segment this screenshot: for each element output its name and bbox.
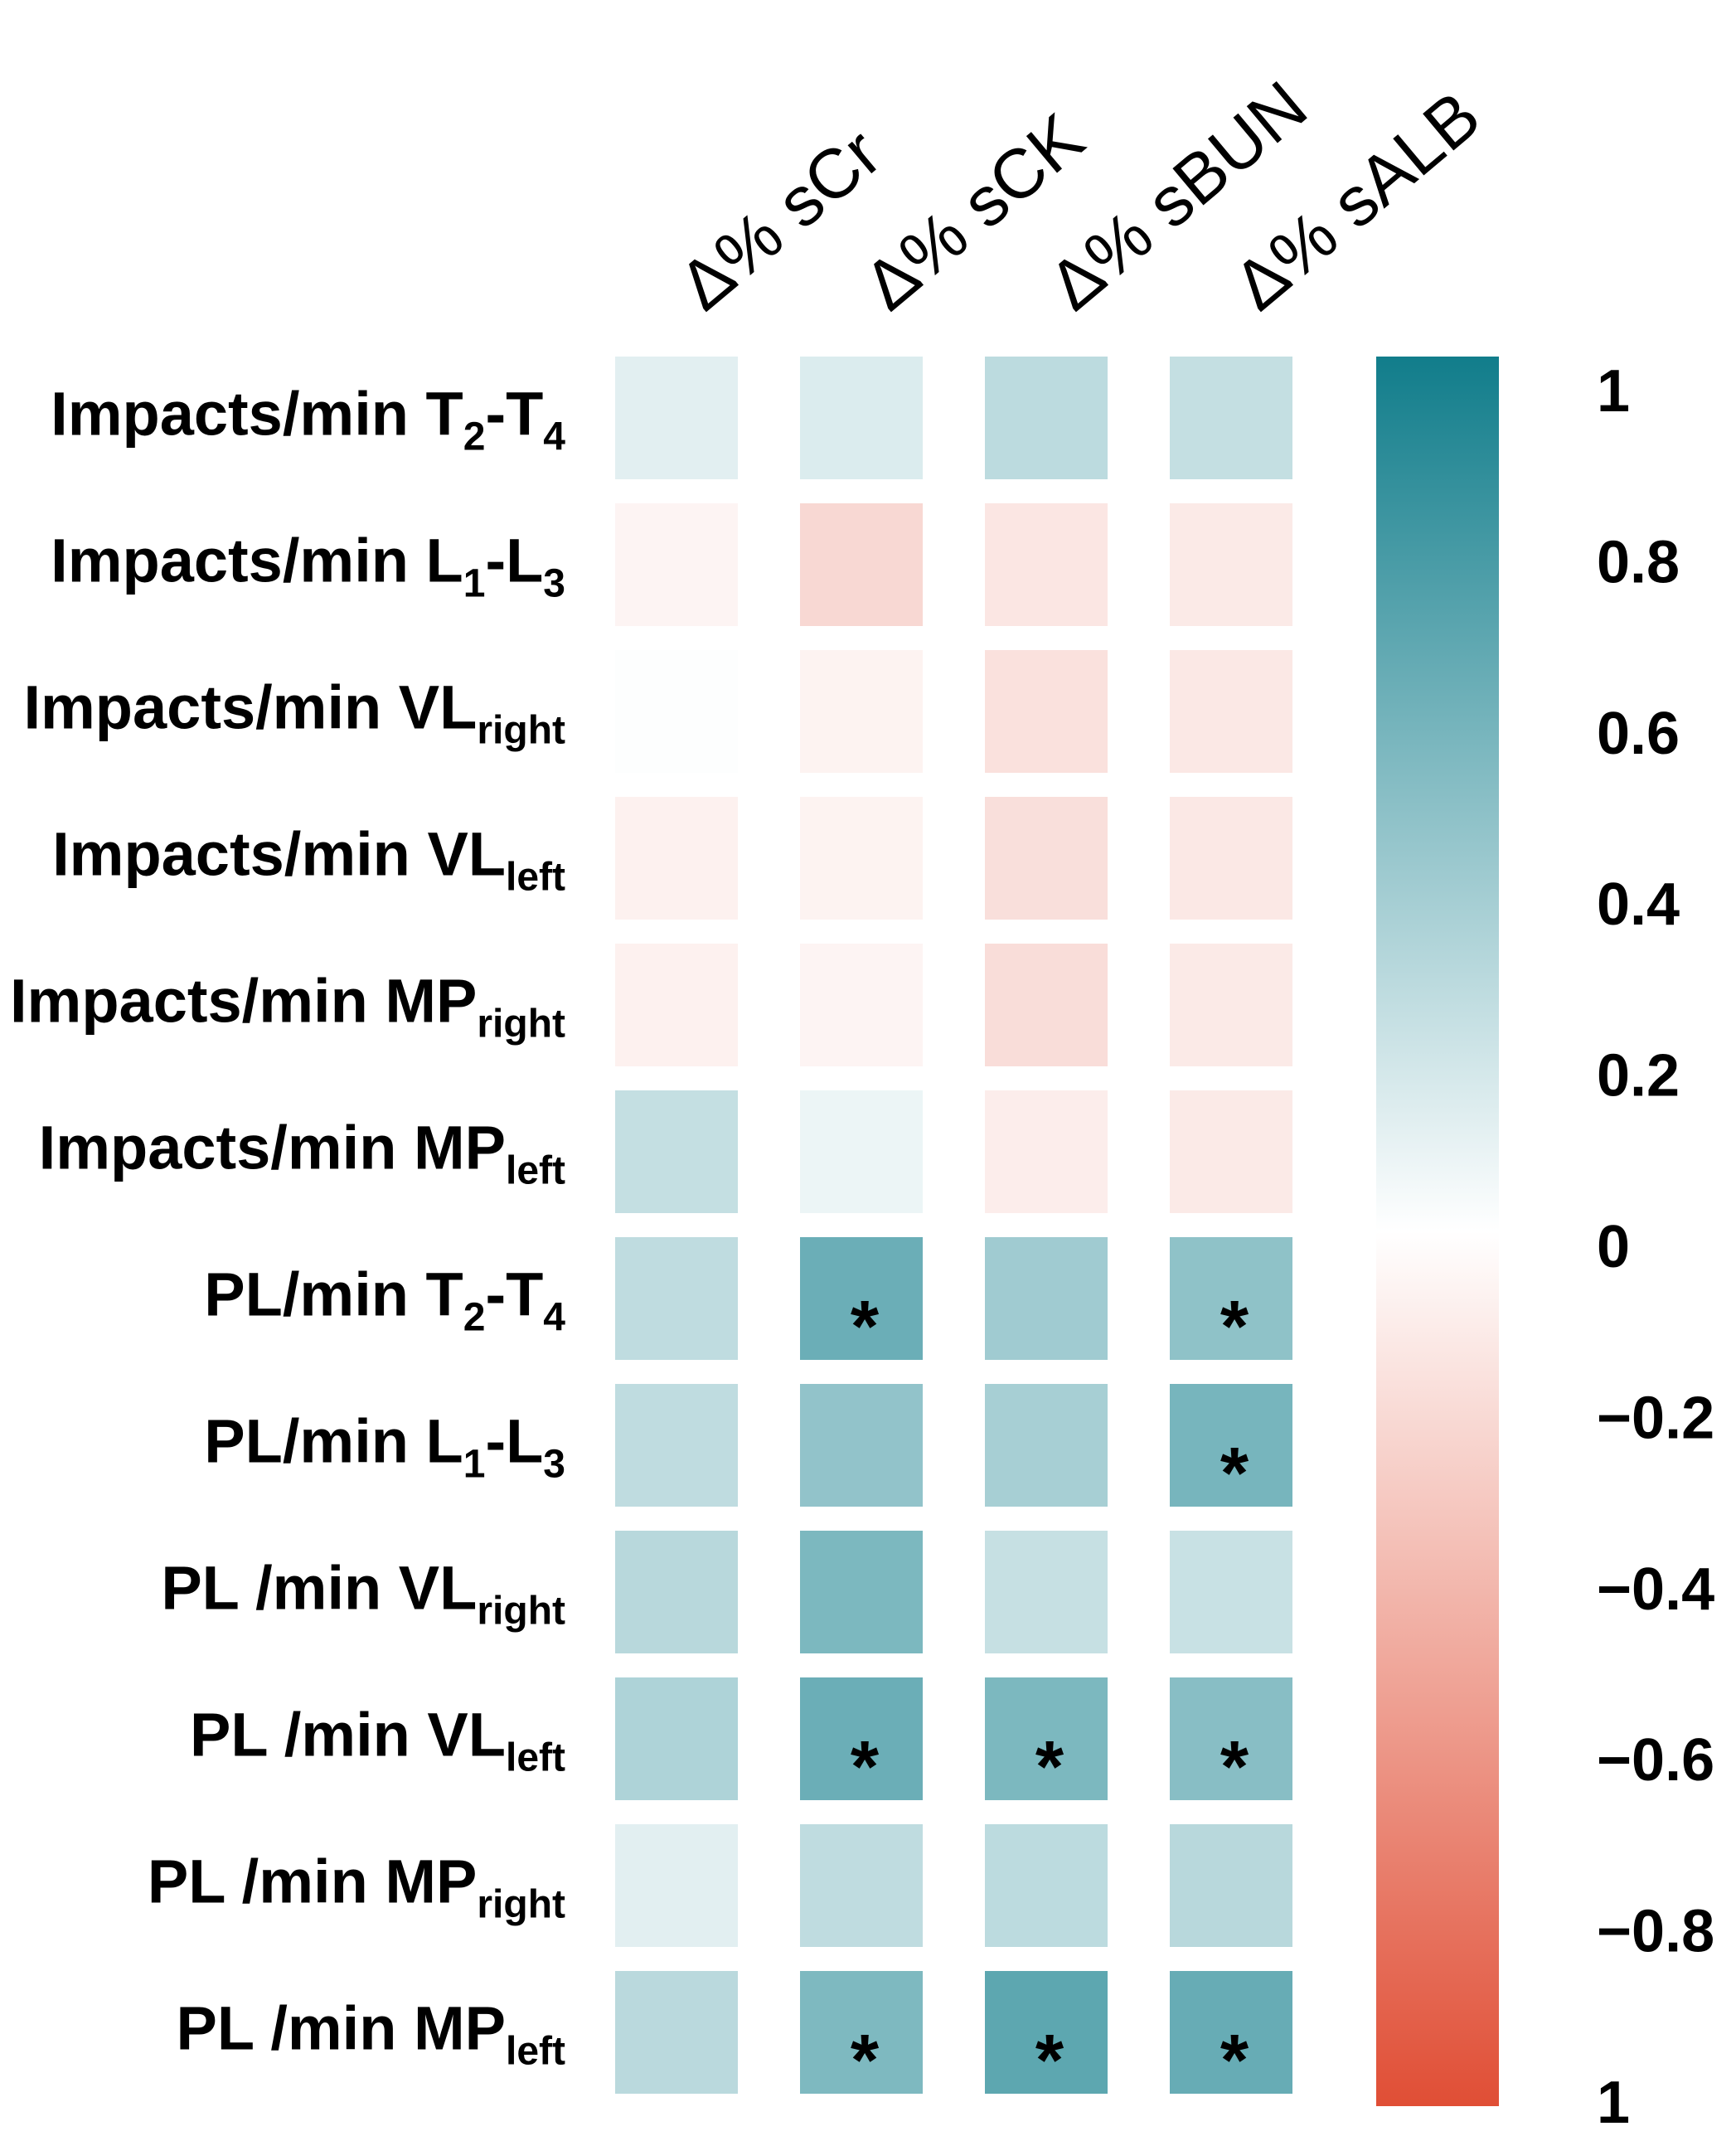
heatmap-cell (1170, 797, 1292, 920)
significance-markers: * * * * * * * * * (851, 1285, 1249, 2101)
heatmap-cell (615, 503, 738, 626)
colorbar-tick-label: −0.4 (1597, 1556, 1714, 1623)
heatmap-cell (985, 1531, 1108, 1653)
colorbar-tick-label: −0.8 (1597, 1899, 1714, 1965)
row-label: Impacts/min MPleft (39, 1114, 565, 1193)
colorbar-tick-label: 1 (1597, 358, 1630, 425)
heatmap-cell (985, 797, 1108, 920)
colorbar-tick-labels: 1 0.8 0.6 0.4 0.2 0 −0.2 −0.4 −0.6 −0.8 1 (1597, 358, 1714, 2136)
row-label: Impacts/min VLleft (52, 820, 565, 900)
heatmap-cell (1170, 1531, 1292, 1653)
column-label: Δ% sCr (664, 114, 895, 325)
heatmap-cells (615, 357, 1292, 2094)
heatmap-cell (800, 1384, 923, 1507)
heatmap-cell (615, 650, 738, 773)
heatmap-cell (1170, 1237, 1292, 1360)
heatmap-cell (615, 1531, 738, 1653)
row-label: Impacts/min MPright (10, 967, 565, 1046)
heatmap-cell (615, 357, 738, 479)
heatmap-cell (985, 1677, 1108, 1800)
row-label: PL /min VLright (161, 1554, 565, 1634)
significance-marker: * (1220, 1726, 1249, 1808)
heatmap-cell (615, 1237, 738, 1360)
significance-marker: * (851, 2019, 880, 2101)
significance-marker: * (1035, 2019, 1064, 2101)
heatmap-cell (1170, 1971, 1292, 2094)
heatmap-cell (615, 1824, 738, 1947)
heatmap-cell (985, 1384, 1108, 1507)
heatmap-cell (1170, 357, 1292, 479)
heatmap-cell (985, 503, 1108, 626)
colorbar-tick-label: 0.6 (1597, 701, 1680, 767)
heatmap-cell (800, 1237, 923, 1360)
heatmap-cell (615, 1384, 738, 1507)
significance-marker: * (1220, 1285, 1249, 1367)
heatmap-cell (1170, 1677, 1292, 1800)
heatmap-cell (800, 357, 923, 479)
heatmap-cell (1170, 650, 1292, 773)
heatmap-cell (800, 650, 923, 773)
row-labels: Impacts/min T2-T4 Impacts/min L1-L3 Impact… (10, 380, 565, 2074)
heatmap-cell (1170, 503, 1292, 626)
heatmap-cell (1170, 1384, 1292, 1507)
colorbar-tick-label: 0.8 (1597, 529, 1680, 595)
row-label: Impacts/min T2-T4 (51, 380, 565, 459)
heatmap-cell (615, 944, 738, 1066)
heatmap-cell (800, 1824, 923, 1947)
colorbar-tick-label: 0.2 (1597, 1043, 1680, 1109)
heatmap-cell (800, 1677, 923, 1800)
heatmap-cell (985, 1971, 1108, 2094)
row-label: Impacts/min L1-L3 (51, 527, 565, 606)
heatmap-cell (800, 944, 923, 1066)
heatmap-cell (985, 650, 1108, 773)
heatmap-cell (985, 357, 1108, 479)
heatmap-cell (800, 1531, 923, 1653)
heatmap-cell (615, 797, 738, 920)
heatmap-cell (985, 944, 1108, 1066)
significance-marker: * (851, 1285, 880, 1367)
heatmap-cell (615, 1090, 738, 1213)
colorbar-tick-label: 1 (1597, 2070, 1630, 2136)
heatmap-cell (985, 1237, 1108, 1360)
row-label: PL/min T2-T4 (204, 1260, 565, 1340)
heatmap-cell (615, 1971, 738, 2094)
heatmap-cell (985, 1090, 1108, 1213)
heatmap-cell (1170, 1090, 1292, 1213)
heatmap-cell (615, 1677, 738, 1800)
heatmap-cell (800, 797, 923, 920)
colorbar-tick-label: −0.2 (1597, 1385, 1714, 1451)
row-label: PL /min MPright (148, 1847, 565, 1927)
heatmap-cell (800, 1971, 923, 2094)
colorbar-tick-label: −0.6 (1597, 1727, 1714, 1794)
significance-marker: * (1220, 1432, 1249, 1514)
row-label: PL /min MPleft (177, 1994, 565, 2074)
colorbar-tick-label: 0 (1597, 1214, 1630, 1280)
row-label: Impacts/min VLright (23, 673, 565, 753)
heatmap-cell (800, 503, 923, 626)
row-label: PL/min L1-L3 (204, 1407, 565, 1487)
colorbar-tick-label: 0.4 (1597, 871, 1680, 938)
heatmap-cell (1170, 1824, 1292, 1947)
significance-marker: * (1220, 2019, 1249, 2101)
heatmap-cell (985, 1824, 1108, 1947)
heatmap-cell (800, 1090, 923, 1213)
significance-marker: * (1035, 1726, 1064, 1808)
heatmap-cell (1170, 944, 1292, 1066)
row-label: PL /min VLleft (190, 1701, 565, 1780)
colorbar (1376, 357, 1499, 2106)
significance-marker: * (851, 1726, 880, 1808)
